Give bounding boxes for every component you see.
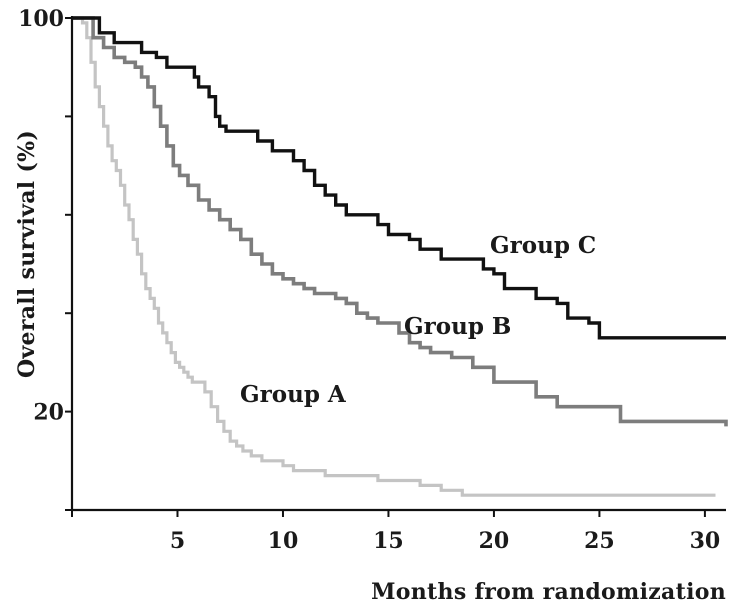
labels-layer: 5 10 15 20 25 30 20 100 Months from randomizatio… (14, 6, 726, 605)
y-tick-label: 20 (33, 400, 64, 426)
series-line-group-b (72, 16, 728, 427)
series-line-group-c (72, 16, 726, 340)
y-tick-label: 100 (18, 6, 64, 32)
x-tick-label: 15 (373, 528, 404, 554)
y-axis-title: Overall survival (%) (14, 130, 40, 378)
series-layer (72, 16, 728, 497)
series-label-group-c: Group C (490, 232, 596, 259)
series-line-group-a (72, 16, 716, 497)
x-tick-label: 30 (690, 528, 721, 554)
x-tick-label: 25 (584, 528, 615, 554)
x-tick-label: 5 (170, 528, 185, 554)
x-tick-label: 20 (479, 528, 510, 554)
axes-layer (65, 16, 726, 517)
series-label-group-b: Group B (404, 313, 511, 340)
x-tick-label: 10 (268, 528, 299, 554)
series-label-group-a: Group A (240, 381, 347, 408)
x-axis-title: Months from randomization (371, 579, 726, 605)
